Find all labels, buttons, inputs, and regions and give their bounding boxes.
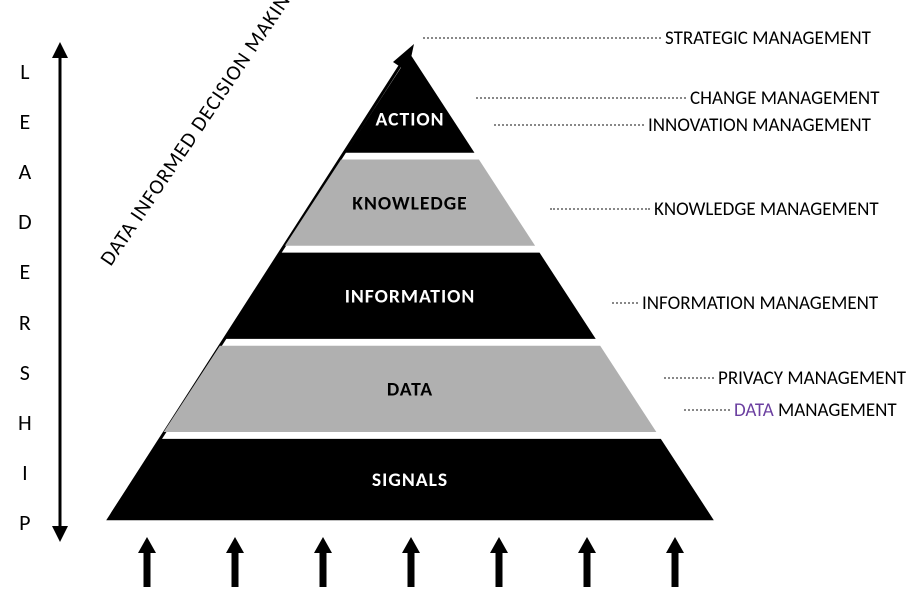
annotation-row: STRATEGIC MANAGEMENT	[423, 26, 793, 50]
annotation-text: STRATEGIC MANAGEMENT	[661, 27, 871, 50]
annotation-text: DATA MANAGEMENT	[730, 399, 897, 422]
leadership-letter: P	[19, 509, 31, 536]
dotted-leader-line	[423, 37, 661, 39]
leadership-vertical-label: LEADERSHIP	[18, 58, 33, 536]
right-annotations-group: STRATEGIC MANAGEMENT CHANGE MANAGEMENT INN…	[540, 0, 910, 540]
annotation-text: PRIVACY MANAGEMENT	[714, 367, 906, 390]
annotation-row: PRIVACY MANAGEMENT	[664, 366, 919, 390]
leadership-letter: E	[19, 108, 31, 135]
leadership-letter: L	[20, 58, 30, 85]
leadership-letter: E	[19, 258, 31, 285]
up-arrow-icon	[314, 537, 332, 587]
leadership-letter: H	[18, 409, 33, 436]
annotation-row: CHANGE MANAGEMENT	[476, 86, 846, 110]
annotation-text: INNOVATION MANAGEMENT	[644, 114, 871, 137]
annotation-row: INFORMATION MANAGEMENT	[612, 291, 919, 315]
leadership-letter: A	[18, 158, 32, 185]
annotation-text: INFORMATION MANAGEMENT	[638, 292, 878, 315]
up-arrow-icon	[138, 537, 156, 587]
leadership-letter: I	[22, 459, 29, 486]
up-arrow-icon	[578, 537, 596, 587]
annotation-text: KNOWLEDGE MANAGEMENT	[650, 198, 879, 221]
dotted-leader-line	[550, 208, 650, 210]
dotted-leader-line	[684, 409, 730, 411]
dotted-leader-line	[476, 97, 686, 99]
pyramid-layer-label-information: INFORMATION	[345, 284, 476, 308]
up-arrow-icon	[402, 537, 420, 587]
leadership-letter: R	[19, 309, 32, 336]
pyramid-layer-action	[346, 54, 475, 153]
leadership-arrow-icon	[51, 42, 69, 542]
annotation-row: DATA MANAGEMENT	[684, 398, 919, 422]
dotted-leader-line	[612, 302, 638, 304]
annotation-row: KNOWLEDGE MANAGEMENT	[550, 197, 919, 221]
annotation-text: CHANGE MANAGEMENT	[686, 87, 879, 110]
pyramid-layer-label-knowledge: KNOWLEDGE	[352, 191, 467, 215]
up-arrow-icon	[226, 537, 244, 587]
annotation-row: INNOVATION MANAGEMENT	[494, 113, 864, 137]
leadership-letter: D	[18, 208, 33, 235]
dotted-leader-line	[664, 377, 714, 379]
pyramid-layer-label-action: ACTION	[375, 108, 444, 132]
pyramid-layer-label-signals: SIGNALS	[372, 468, 448, 492]
up-arrow-icon	[490, 537, 508, 587]
leadership-letter: S	[20, 359, 31, 386]
up-arrow-icon	[666, 537, 684, 587]
pyramid-layer-label-data: DATA	[387, 378, 433, 402]
dotted-leader-line	[494, 124, 644, 126]
